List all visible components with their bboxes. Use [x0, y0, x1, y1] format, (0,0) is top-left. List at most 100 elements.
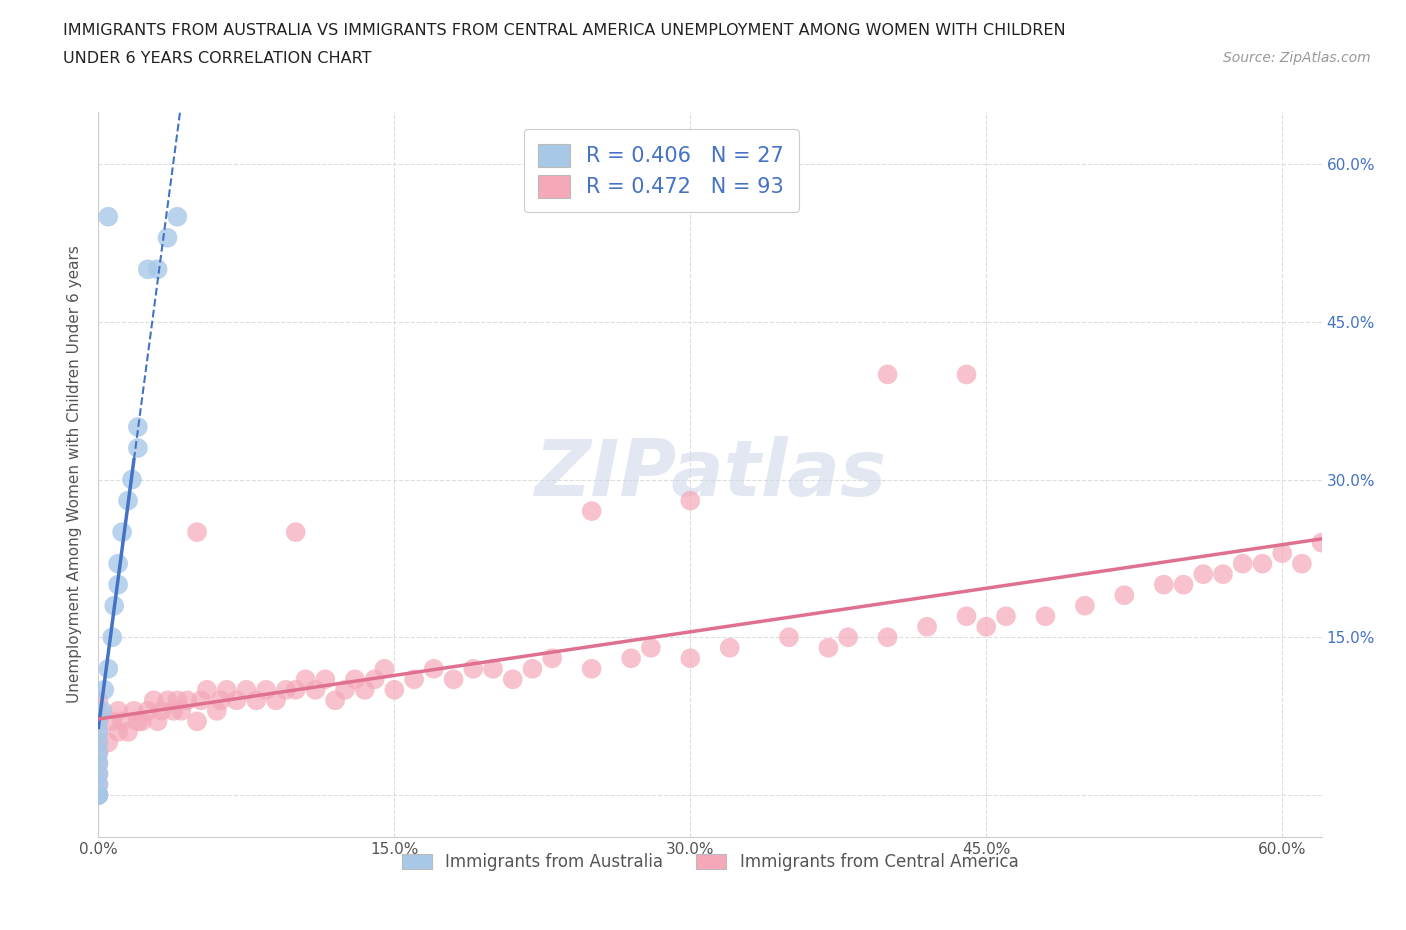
- Point: [1173, 578, 1195, 592]
- Point: [235, 683, 257, 698]
- Point: [817, 641, 839, 656]
- Point: [404, 671, 426, 686]
- Point: [146, 262, 169, 277]
- Point: [87, 746, 110, 761]
- Point: [314, 671, 336, 686]
- Point: [294, 671, 316, 686]
- Point: [373, 661, 395, 676]
- Point: [778, 630, 800, 644]
- Point: [87, 766, 110, 781]
- Point: [245, 693, 267, 708]
- Point: [87, 788, 110, 803]
- Point: [225, 693, 247, 708]
- Point: [284, 683, 307, 698]
- Point: [363, 671, 385, 686]
- Point: [215, 683, 238, 698]
- Point: [1350, 525, 1372, 539]
- Point: [87, 735, 110, 750]
- Point: [1153, 578, 1175, 592]
- Point: [186, 714, 208, 729]
- Point: [443, 671, 465, 686]
- Point: [87, 724, 110, 739]
- Text: IMMIGRANTS FROM AUSTRALIA VS IMMIGRANTS FROM CENTRAL AMERICA UNEMPLOYMENT AMONG : IMMIGRANTS FROM AUSTRALIA VS IMMIGRANTS …: [63, 23, 1066, 38]
- Point: [974, 619, 997, 634]
- Point: [87, 788, 110, 803]
- Point: [679, 493, 702, 508]
- Point: [162, 703, 184, 718]
- Point: [121, 472, 143, 487]
- Point: [955, 609, 977, 624]
- Point: [1271, 546, 1294, 561]
- Point: [205, 703, 228, 718]
- Point: [264, 693, 287, 708]
- Point: [87, 714, 110, 729]
- Point: [423, 661, 446, 676]
- Y-axis label: Unemployment Among Women with Children Under 6 years: Unemployment Among Women with Children U…: [67, 246, 83, 703]
- Point: [142, 693, 165, 708]
- Point: [195, 683, 218, 698]
- Point: [1192, 566, 1215, 581]
- Point: [640, 641, 662, 656]
- Point: [186, 525, 208, 539]
- Point: [87, 724, 110, 739]
- Point: [522, 661, 544, 676]
- Point: [876, 367, 898, 382]
- Point: [581, 504, 603, 519]
- Point: [117, 724, 139, 739]
- Point: [1310, 535, 1333, 550]
- Point: [101, 714, 124, 729]
- Point: [541, 651, 564, 666]
- Point: [166, 209, 188, 224]
- Point: [502, 671, 524, 686]
- Point: [166, 693, 188, 708]
- Point: [1330, 535, 1353, 550]
- Point: [333, 683, 356, 698]
- Point: [837, 630, 859, 644]
- Point: [482, 661, 505, 676]
- Point: [97, 661, 120, 676]
- Point: [1074, 598, 1097, 613]
- Point: [87, 703, 110, 718]
- Point: [111, 714, 134, 729]
- Point: [87, 788, 110, 803]
- Point: [463, 661, 485, 676]
- Point: [156, 693, 179, 708]
- Point: [103, 598, 125, 613]
- Point: [1251, 556, 1274, 571]
- Point: [343, 671, 366, 686]
- Point: [170, 703, 193, 718]
- Legend: Immigrants from Australia, Immigrants from Central America: Immigrants from Australia, Immigrants fr…: [394, 844, 1026, 880]
- Text: UNDER 6 YEARS CORRELATION CHART: UNDER 6 YEARS CORRELATION CHART: [63, 51, 371, 66]
- Point: [136, 703, 159, 718]
- Point: [87, 756, 110, 771]
- Point: [209, 693, 232, 708]
- Point: [353, 683, 375, 698]
- Point: [87, 777, 110, 791]
- Point: [382, 683, 405, 698]
- Point: [107, 703, 129, 718]
- Text: ZIPatlas: ZIPatlas: [534, 436, 886, 512]
- Point: [97, 209, 120, 224]
- Point: [93, 683, 115, 698]
- Point: [1212, 566, 1234, 581]
- Point: [915, 619, 938, 634]
- Point: [117, 493, 139, 508]
- Point: [127, 441, 149, 456]
- Point: [136, 262, 159, 277]
- Point: [718, 641, 741, 656]
- Point: [131, 714, 153, 729]
- Point: [1035, 609, 1057, 624]
- Point: [254, 683, 277, 698]
- Point: [87, 693, 110, 708]
- Point: [87, 766, 110, 781]
- Point: [190, 693, 212, 708]
- Point: [176, 693, 198, 708]
- Point: [111, 525, 134, 539]
- Point: [156, 231, 179, 246]
- Point: [87, 788, 110, 803]
- Point: [876, 630, 898, 644]
- Point: [127, 419, 149, 434]
- Point: [581, 661, 603, 676]
- Point: [955, 367, 977, 382]
- Point: [620, 651, 643, 666]
